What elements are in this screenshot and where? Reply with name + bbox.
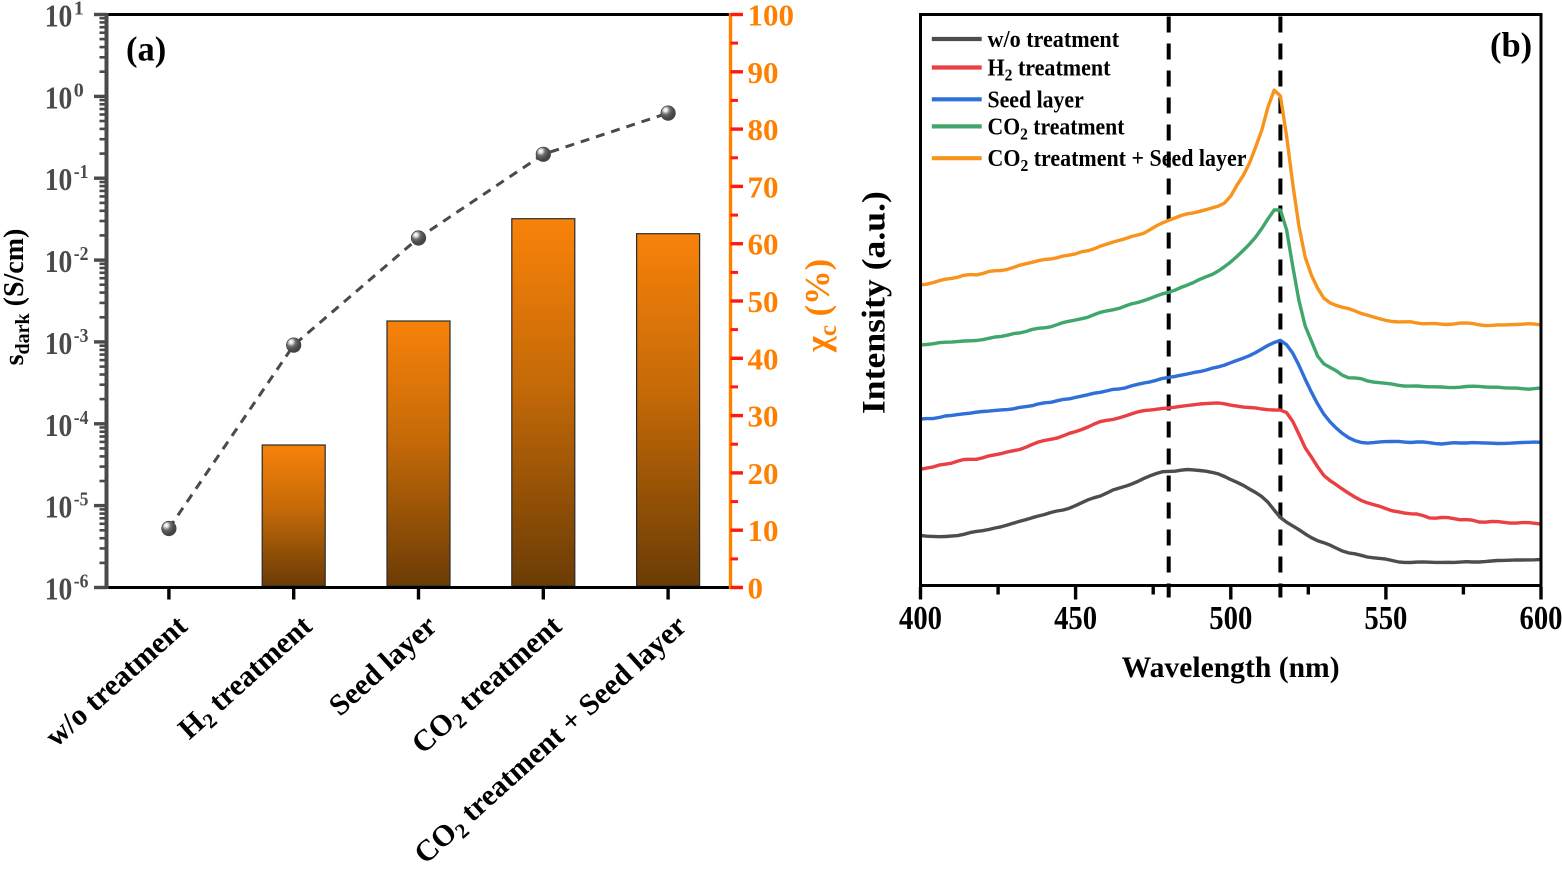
svg-text:Seed layer: Seed layer [323,609,444,722]
svg-text:χc (%): χc (%) [799,259,842,353]
svg-text:H2 treatment: H2 treatment [988,56,1111,85]
svg-text:CO2 treatment: CO2 treatment [988,114,1125,143]
svg-text:10: 10 [45,244,73,279]
svg-text:60: 60 [748,227,779,262]
svg-text:450: 450 [1054,600,1097,637]
svg-text:1: 1 [74,0,84,20]
svg-text:w/o treatment: w/o treatment [39,609,194,753]
svg-text:10: 10 [45,0,73,34]
svg-text:20: 20 [748,456,779,491]
svg-text:-4: -4 [74,407,89,429]
svg-text:(b): (b) [1490,27,1532,65]
svg-text:Seed layer: Seed layer [988,87,1085,113]
svg-text:(a): (a) [126,31,166,69]
svg-text:10: 10 [45,162,73,197]
svg-text:40: 40 [748,341,779,376]
svg-text:sdark (S/cm): sdark (S/cm) [0,229,34,366]
svg-text:10: 10 [45,572,73,607]
svg-text:10: 10 [45,326,73,361]
svg-text:-2: -2 [74,243,89,265]
svg-text:H2 treatment: H2 treatment [172,609,321,749]
svg-text:Intensity (a.u.): Intensity (a.u.) [857,191,893,414]
svg-text:90: 90 [748,55,779,90]
svg-text:70: 70 [748,169,779,204]
svg-text:400: 400 [899,600,942,637]
svg-text:0: 0 [748,571,764,606]
svg-text:500: 500 [1209,600,1252,637]
svg-text:10: 10 [45,490,73,525]
svg-text:600: 600 [1520,600,1562,637]
svg-text:50: 50 [748,284,779,319]
svg-text:80: 80 [748,112,779,147]
svg-text:Wavelength (nm): Wavelength (nm) [1122,651,1340,684]
svg-text:-1: -1 [74,161,89,183]
svg-text:100: 100 [748,0,795,33]
svg-text:10: 10 [45,408,73,443]
svg-text:10: 10 [45,80,73,115]
svg-text:10: 10 [748,513,779,548]
svg-text:0: 0 [74,79,84,101]
svg-text:-6: -6 [74,571,89,593]
svg-text:w/o treatment: w/o treatment [988,27,1120,53]
svg-text:550: 550 [1364,600,1407,637]
svg-text:CO2 treatment + Seed layer: CO2 treatment + Seed layer [988,146,1247,175]
svg-text:-3: -3 [74,325,89,347]
svg-text:-5: -5 [74,489,89,511]
svg-text:30: 30 [748,399,779,434]
